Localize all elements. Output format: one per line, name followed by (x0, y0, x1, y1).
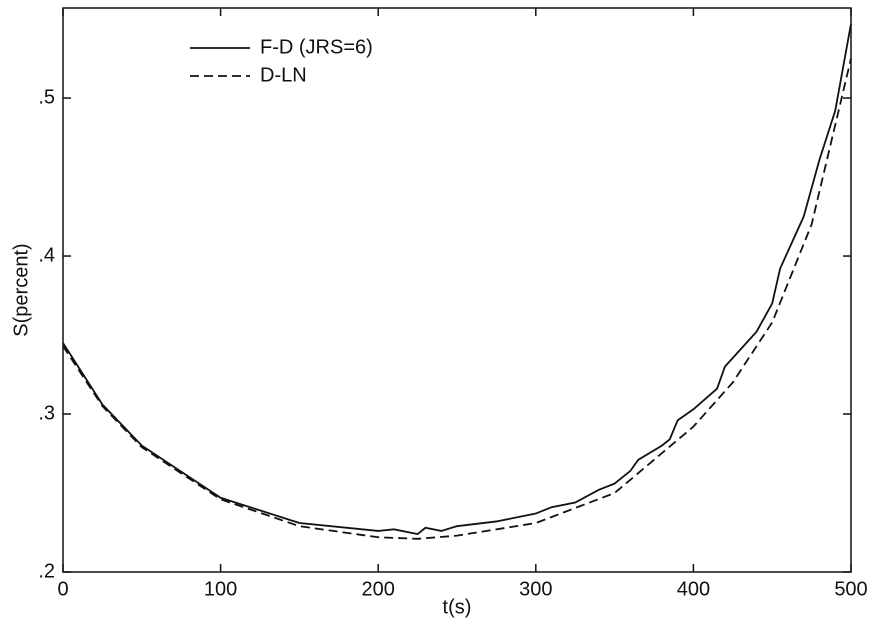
y-tick-label: .4 (38, 244, 55, 266)
y-tick-label: .5 (38, 86, 55, 108)
x-tick-label: 300 (519, 578, 552, 600)
y-tick-label: .2 (38, 560, 55, 582)
x-tick-label: 200 (362, 578, 395, 600)
series-line (62, 23, 852, 536)
series-line (62, 58, 852, 540)
x-tick-label: 400 (677, 578, 710, 600)
legend-label: F-D (JRS=6) (260, 36, 373, 58)
x-tick-label: 100 (204, 578, 237, 600)
y-axis-label: S(percent) (10, 243, 32, 336)
x-tick-label: 500 (834, 578, 867, 600)
plot-frame (62, 7, 852, 573)
x-axis-label: t(s) (443, 596, 472, 618)
y-tick-label: .3 (38, 402, 55, 424)
x-tick-label: 0 (57, 578, 68, 600)
legend-label: D-LN (260, 64, 307, 86)
